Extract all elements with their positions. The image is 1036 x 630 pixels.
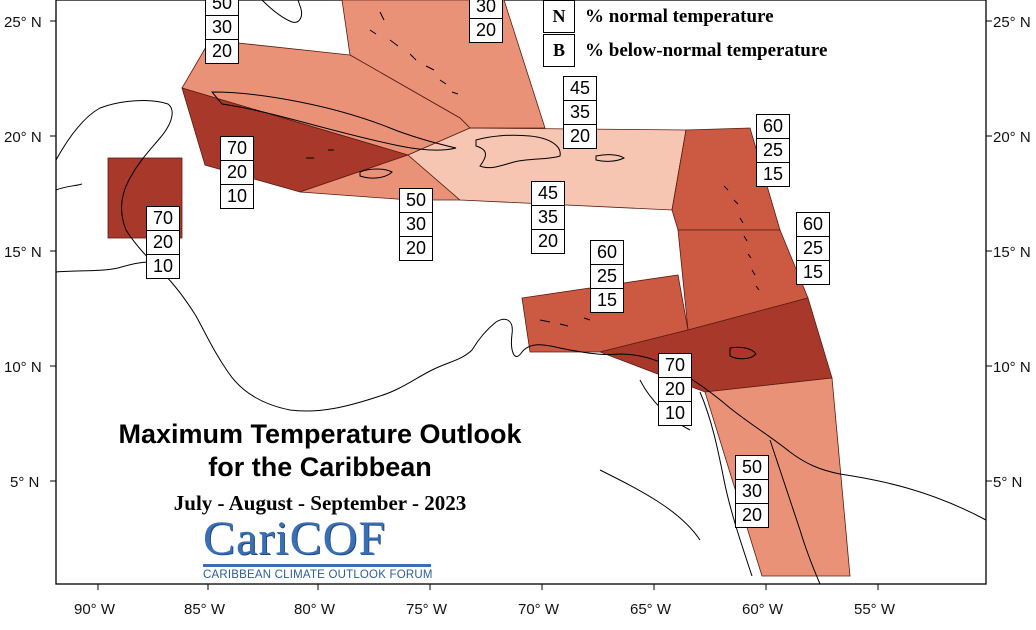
lon-label-55: 55° W: [854, 601, 896, 618]
normal-value: 20: [658, 377, 692, 402]
normal-value: 25: [756, 138, 790, 163]
normal-value: 30: [399, 212, 433, 237]
below-normal-value: 15: [796, 260, 830, 285]
above-normal-value: 60: [796, 212, 830, 237]
above-normal-value: 50: [735, 455, 769, 480]
map-title-line2: for the Caribbean: [208, 452, 432, 482]
normal-value: 20: [146, 230, 180, 255]
above-normal-value: 50: [399, 188, 433, 213]
value-box-belize: 70 20 10: [146, 206, 180, 279]
value-box-abc-islands: 60 25 15: [590, 240, 624, 313]
normal-value: 20: [220, 160, 254, 185]
lon-label-70: 70° W: [518, 601, 560, 618]
logo-wordmark: CariCOF: [203, 512, 387, 565]
value-box-trinidad: 70 20 10: [658, 353, 692, 426]
lat-label-20: 20° N: [4, 129, 42, 146]
lat-label-25: 25° N: [4, 14, 42, 31]
lat-label-10-right: 10° N: [993, 359, 1031, 376]
normal-value: 35: [531, 205, 565, 230]
legend-key-below: B: [543, 34, 575, 67]
longitude-labels: 90° W 85° W 80° W 75° W 70° W 65° W 60° …: [74, 601, 896, 618]
below-normal-value: 20: [531, 229, 565, 254]
map-title: Maximum Temperature Outlook for the Cari…: [60, 418, 580, 484]
normal-value: 35: [563, 100, 597, 125]
value-box-cuba: 70 20 10: [220, 136, 254, 209]
lat-label-15: 15° N: [4, 244, 42, 261]
lon-label-60: 60° W: [742, 601, 784, 618]
coastlines: [55, 0, 987, 585]
above-normal-value: 45: [531, 181, 565, 206]
legend: N % normal temperature B % below-normal …: [543, 0, 827, 68]
legend-row-normal: N % normal temperature: [543, 0, 827, 34]
value-box-hispaniola-north: 45 35 20: [563, 76, 597, 149]
above-normal-value: 45: [563, 76, 597, 101]
below-normal-value: 10: [220, 184, 254, 209]
below-normal-value: 15: [756, 162, 790, 187]
normal-value: 25: [796, 236, 830, 261]
above-normal-value: 50: [205, 0, 239, 16]
above-normal-value: 70: [220, 136, 254, 161]
value-box-leeward-islands: 60 25 15: [756, 114, 790, 187]
lon-label-75: 75° W: [406, 601, 448, 618]
lon-label-90: 90° W: [74, 601, 116, 618]
legend-row-below: B % below-normal temperature: [543, 34, 827, 68]
normal-value: 30: [735, 479, 769, 504]
below-normal-value: 20: [399, 236, 433, 261]
lat-label-15-right: 15° N: [993, 244, 1031, 261]
lat-label-5: 5° N: [10, 474, 39, 491]
latitude-labels-left: 25° N 20° N 15° N 10° N 5° N: [4, 14, 42, 491]
below-normal-value: 20: [735, 503, 769, 528]
legend-text-normal: % normal temperature: [585, 6, 774, 27]
latitude-labels-right: 25° N 20° N 15° N 10° N 5° N: [993, 14, 1031, 491]
lon-label-80: 80° W: [294, 601, 336, 618]
lat-label-10: 10° N: [4, 359, 42, 376]
caricof-logo: CariCOF CARIBBEAN CLIMATE OUTLOOK FORUM: [203, 514, 433, 581]
map-title-line1: Maximum Temperature Outlook: [118, 419, 522, 449]
value-box-windward-islands: 60 25 15: [796, 212, 830, 285]
above-normal-value: 70: [658, 353, 692, 378]
normal-value: 25: [590, 264, 624, 289]
above-normal-value: 60: [590, 240, 624, 265]
value-box-bahamas-east: 30 20: [469, 0, 503, 43]
lat-label-5-right: 5° N: [993, 474, 1022, 491]
below-normal-value: 10: [658, 401, 692, 426]
logo-rule: [203, 564, 431, 567]
value-box-bahamas-west: 50 30 20: [205, 0, 239, 64]
lon-label-85: 85° W: [184, 601, 226, 618]
below-normal-value: 20: [469, 18, 503, 43]
normal-value: 30: [469, 0, 503, 19]
logo-tagline: CARIBBEAN CLIMATE OUTLOOK FORUM: [203, 569, 433, 581]
lat-label-20-right: 20° N: [993, 129, 1031, 146]
lon-label-65: 65° W: [630, 601, 672, 618]
value-box-jamaica: 50 30 20: [399, 188, 433, 261]
axis-ticks: [50, 20, 992, 590]
below-normal-value: 20: [563, 124, 597, 149]
above-normal-value: 70: [146, 206, 180, 231]
value-box-guianas: 50 30 20: [735, 455, 769, 528]
below-normal-value: 10: [146, 254, 180, 279]
legend-key-normal: N: [543, 0, 575, 33]
map-period: July - August - September - 2023: [173, 491, 467, 515]
lat-label-25-right: 25° N: [993, 14, 1031, 31]
above-normal-value: 60: [756, 114, 790, 139]
legend-text-below: % below-normal temperature: [585, 40, 828, 61]
below-normal-value: 15: [590, 288, 624, 313]
normal-value: 30: [205, 15, 239, 40]
below-normal-value: 20: [205, 39, 239, 64]
value-box-hispaniola-south: 45 35 20: [531, 181, 565, 254]
